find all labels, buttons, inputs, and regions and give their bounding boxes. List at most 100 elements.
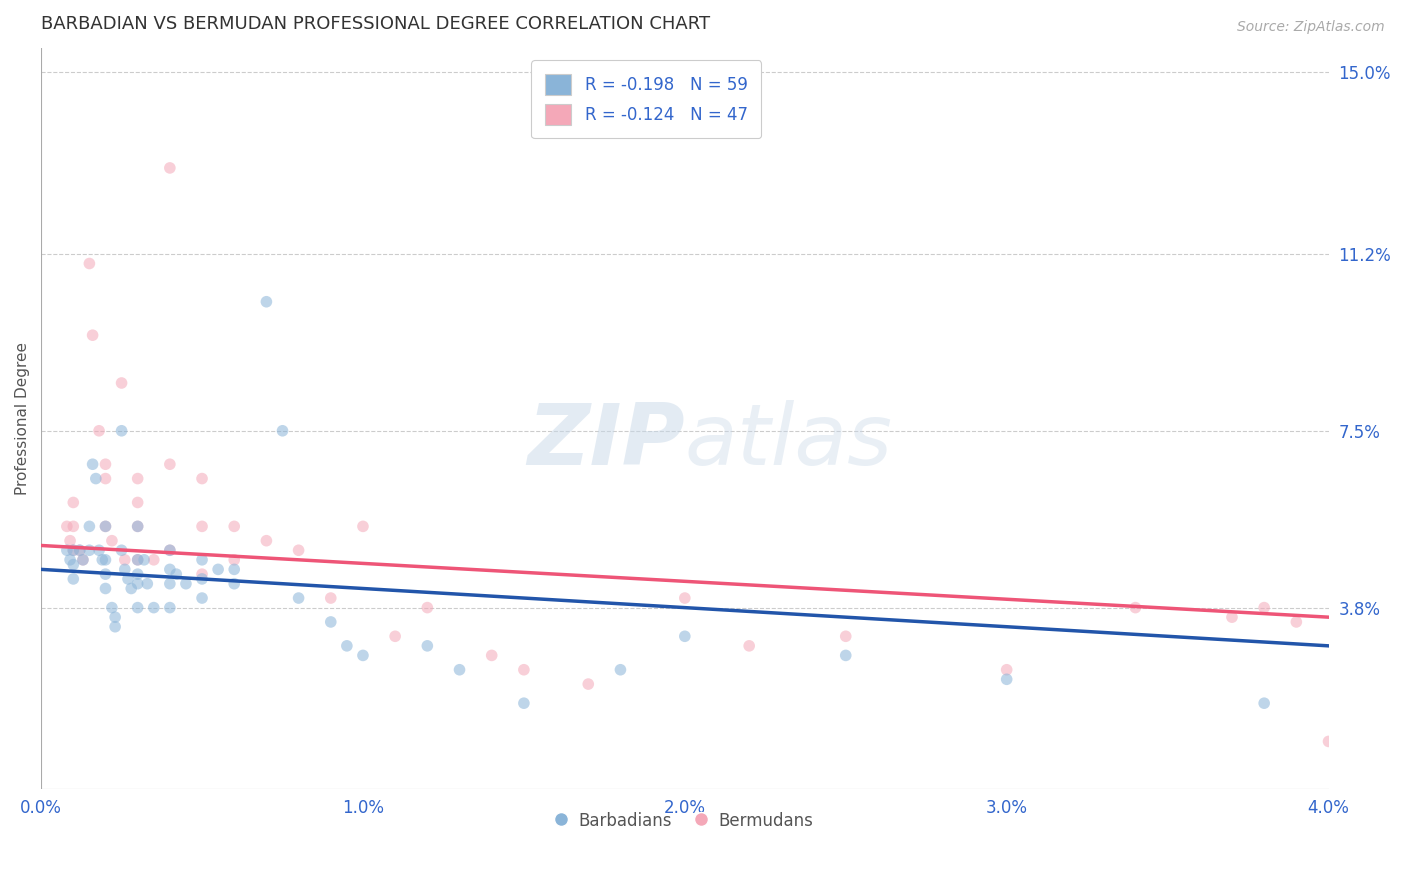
Point <box>835 648 858 663</box>
Legend: Barbadians, Bermudans: Barbadians, Bermudans <box>550 805 820 837</box>
Point <box>287 543 309 558</box>
Point <box>142 600 165 615</box>
Point <box>319 615 342 629</box>
Point <box>59 553 82 567</box>
Point <box>513 663 536 677</box>
Point <box>104 610 127 624</box>
Point <box>114 562 136 576</box>
Point <box>1285 615 1308 629</box>
Point <box>69 543 91 558</box>
Point <box>191 519 214 533</box>
Point <box>127 472 149 486</box>
Point <box>159 576 181 591</box>
Point <box>159 543 181 558</box>
Point <box>159 600 181 615</box>
Point <box>191 572 214 586</box>
Point <box>1253 696 1275 710</box>
Point <box>72 553 94 567</box>
Point <box>87 543 110 558</box>
Point <box>1125 600 1147 615</box>
Point <box>69 543 91 558</box>
Point <box>191 567 214 582</box>
Point <box>995 663 1018 677</box>
Point <box>87 424 110 438</box>
Point <box>336 639 359 653</box>
Point <box>79 543 101 558</box>
Point <box>72 553 94 567</box>
Point <box>191 591 214 605</box>
Point <box>1220 610 1243 624</box>
Point <box>224 576 246 591</box>
Text: atlas: atlas <box>685 400 893 483</box>
Point <box>127 567 149 582</box>
Point <box>62 495 84 509</box>
Point <box>94 567 117 582</box>
Point <box>352 519 374 533</box>
Point <box>207 562 229 576</box>
Point <box>127 553 149 567</box>
Point <box>254 533 277 548</box>
Point <box>56 543 79 558</box>
Point <box>127 519 149 533</box>
Point <box>56 519 79 533</box>
Point <box>101 600 124 615</box>
Text: Source: ZipAtlas.com: Source: ZipAtlas.com <box>1237 20 1385 34</box>
Point <box>127 519 149 533</box>
Point <box>1253 600 1275 615</box>
Point <box>59 533 82 548</box>
Text: BARBADIAN VS BERMUDAN PROFESSIONAL DEGREE CORRELATION CHART: BARBADIAN VS BERMUDAN PROFESSIONAL DEGRE… <box>41 15 710 33</box>
Point <box>738 639 761 653</box>
Point <box>609 663 631 677</box>
Point <box>62 519 84 533</box>
Point <box>94 519 117 533</box>
Point <box>94 582 117 596</box>
Point <box>120 582 142 596</box>
Point <box>673 591 696 605</box>
Point <box>94 553 117 567</box>
Point <box>416 639 439 653</box>
Point <box>79 519 101 533</box>
Point <box>101 533 124 548</box>
Point <box>84 472 107 486</box>
Point <box>159 457 181 471</box>
Point <box>110 543 132 558</box>
Point <box>91 553 114 567</box>
Point <box>62 558 84 572</box>
Point <box>673 629 696 643</box>
Point <box>287 591 309 605</box>
Point <box>127 553 149 567</box>
Point <box>384 629 406 643</box>
Point <box>94 472 117 486</box>
Point <box>835 629 858 643</box>
Point <box>576 677 599 691</box>
Point <box>62 543 84 558</box>
Point <box>94 457 117 471</box>
Point <box>159 562 181 576</box>
Point <box>142 553 165 567</box>
Point <box>319 591 342 605</box>
Point <box>1317 734 1340 748</box>
Point <box>104 620 127 634</box>
Y-axis label: Professional Degree: Professional Degree <box>15 343 30 495</box>
Point <box>416 600 439 615</box>
Point <box>449 663 471 677</box>
Point <box>79 256 101 270</box>
Point <box>110 424 132 438</box>
Point <box>159 161 181 175</box>
Point <box>174 576 197 591</box>
Point <box>127 600 149 615</box>
Point <box>117 572 139 586</box>
Point <box>224 553 246 567</box>
Point <box>127 495 149 509</box>
Point <box>127 576 149 591</box>
Point <box>62 543 84 558</box>
Point <box>481 648 503 663</box>
Point <box>94 519 117 533</box>
Point <box>114 553 136 567</box>
Point <box>224 519 246 533</box>
Point <box>191 553 214 567</box>
Point <box>136 576 159 591</box>
Point <box>165 567 187 582</box>
Point <box>110 376 132 390</box>
Point <box>191 472 214 486</box>
